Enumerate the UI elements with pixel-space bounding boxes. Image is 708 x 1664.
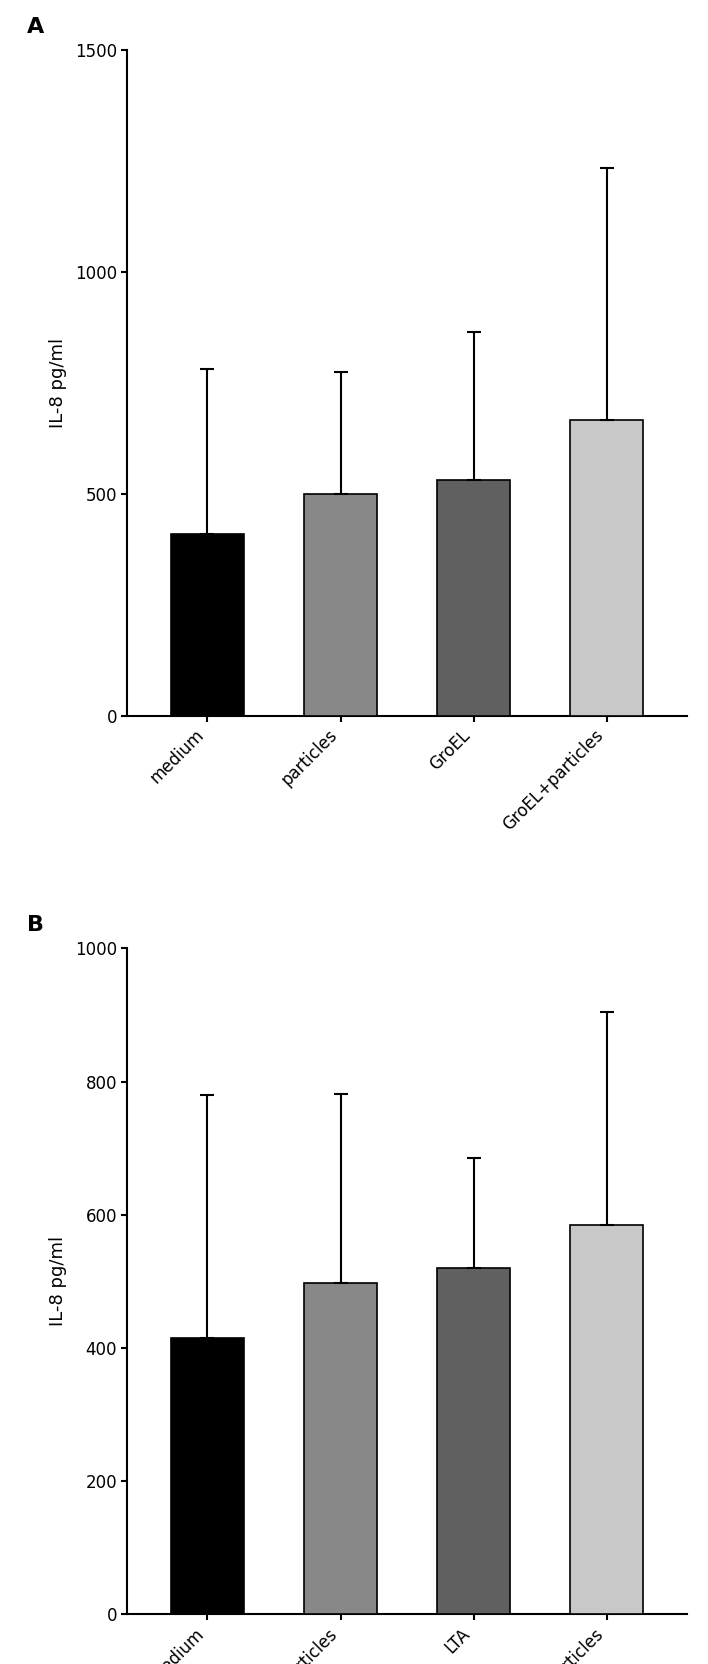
Y-axis label: IL-8 pg/ml: IL-8 pg/ml [49, 1236, 67, 1326]
Bar [171, 1338, 244, 1614]
Bar [437, 481, 510, 716]
Bar [171, 534, 244, 716]
Bar [304, 1283, 377, 1614]
Bar [570, 421, 644, 716]
Bar [570, 1225, 644, 1614]
Bar [437, 1268, 510, 1614]
Bar [304, 494, 377, 716]
Y-axis label: IL-8 pg/ml: IL-8 pg/ml [49, 338, 67, 428]
Text: A: A [27, 17, 44, 37]
Text: B: B [27, 915, 44, 935]
